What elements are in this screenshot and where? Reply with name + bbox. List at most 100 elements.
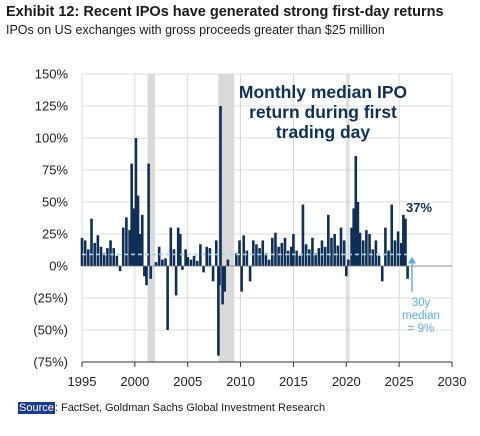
bar — [330, 237, 333, 266]
annotation-title: return during first — [249, 102, 397, 122]
bar — [314, 253, 317, 266]
bar — [189, 259, 193, 266]
annotation-title: Monthly median IPO — [239, 82, 407, 102]
y-tick-label: 75% — [42, 163, 68, 178]
bar — [402, 214, 405, 266]
bar — [184, 249, 187, 266]
bar — [161, 259, 164, 266]
bar — [374, 240, 378, 266]
bar — [286, 250, 290, 266]
bar — [283, 237, 287, 266]
bar — [154, 262, 158, 266]
bar — [320, 240, 324, 266]
bar — [202, 266, 205, 273]
bar — [90, 218, 93, 266]
bar — [327, 214, 330, 266]
bar — [218, 266, 221, 286]
bar — [208, 248, 212, 266]
bar — [83, 240, 87, 266]
bar — [115, 255, 119, 266]
bar — [157, 246, 161, 266]
bar — [226, 259, 230, 266]
bar — [267, 259, 271, 266]
bar — [138, 234, 142, 266]
bar — [358, 232, 362, 266]
bar — [118, 266, 122, 272]
bar — [290, 246, 293, 266]
bar — [333, 234, 336, 266]
bar — [181, 266, 184, 270]
median-label: 30y — [412, 297, 431, 309]
bar — [307, 249, 311, 266]
bar — [365, 230, 368, 266]
bar — [109, 240, 112, 266]
bar — [99, 246, 103, 266]
bar — [261, 240, 265, 266]
bar — [356, 202, 360, 266]
bar — [264, 253, 268, 266]
bar — [251, 240, 255, 266]
bar — [128, 230, 131, 266]
y-tick-label: 50% — [42, 195, 68, 210]
median-arrow-head — [408, 256, 416, 264]
bar — [242, 235, 246, 266]
bar — [174, 266, 178, 296]
x-tick-labels: 1995 2000 2005 2010 2015 2020 2025 2030 — [68, 374, 467, 389]
bar — [368, 234, 371, 266]
bar — [132, 208, 136, 266]
latest-value-label: 37% — [406, 200, 432, 215]
bar — [258, 248, 261, 266]
bar — [149, 266, 153, 279]
bar — [214, 240, 218, 266]
source-text: : FactSet, Goldman Sachs Global Investme… — [54, 402, 326, 414]
bar — [136, 195, 140, 266]
bar — [102, 253, 106, 266]
bar — [205, 246, 209, 266]
median-label: = 9% — [408, 323, 435, 335]
bar — [176, 227, 180, 266]
bar — [145, 266, 148, 286]
bar — [404, 218, 407, 266]
y-tick-label: (50%) — [33, 323, 68, 338]
bar — [344, 266, 348, 277]
x-tick-label: 2005 — [173, 374, 202, 389]
bar — [361, 240, 365, 266]
bar — [377, 255, 381, 266]
y-tick-labels: 150% 125% 100% 75% 50% 25% 0% (25%) (50%) (75%) — [33, 67, 68, 370]
bar — [298, 255, 302, 266]
x-tick-label: 2000 — [120, 374, 149, 389]
bar — [223, 266, 227, 292]
recession-band — [147, 74, 155, 362]
bar — [87, 249, 90, 266]
bar — [350, 227, 353, 266]
bar — [96, 235, 100, 266]
bar — [186, 257, 190, 266]
bar — [277, 246, 280, 266]
bar — [199, 244, 202, 266]
bar — [245, 250, 249, 266]
bar — [166, 266, 169, 330]
bars — [80, 106, 409, 356]
median-label: median — [402, 310, 440, 322]
bar — [93, 242, 96, 266]
bar — [270, 237, 274, 266]
source-note: Source: FactSet, Goldman Sachs Global In… — [18, 402, 325, 414]
y-tick-label: 125% — [35, 99, 69, 114]
bar — [301, 204, 305, 266]
bar — [390, 204, 394, 266]
bar — [221, 266, 224, 305]
bar — [399, 242, 403, 266]
bar — [336, 245, 340, 266]
bar — [354, 155, 358, 266]
bar — [311, 237, 314, 266]
x-tick-label: 2025 — [385, 374, 414, 389]
bar — [380, 266, 384, 282]
bar — [172, 249, 176, 266]
bar — [112, 248, 116, 266]
x-tick-label: 1995 — [68, 374, 97, 389]
y-tick-label: 150% — [35, 67, 69, 82]
y-tick-label: 25% — [42, 227, 68, 242]
bar — [192, 255, 196, 266]
annotation-title: trading day — [276, 122, 371, 142]
